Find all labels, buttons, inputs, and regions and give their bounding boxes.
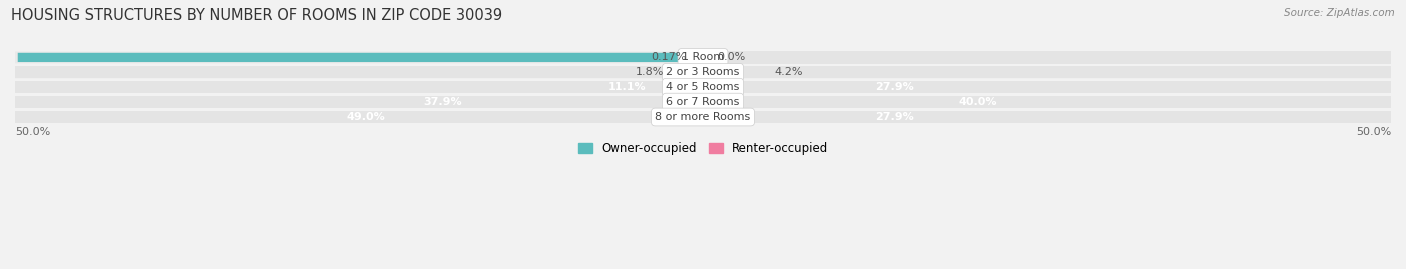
Text: 49.0%: 49.0%: [346, 112, 385, 122]
FancyBboxPatch shape: [153, 97, 1388, 107]
Polygon shape: [15, 96, 703, 108]
Legend: Owner-occupied, Renter-occupied: Owner-occupied, Renter-occupied: [572, 137, 834, 160]
FancyBboxPatch shape: [18, 83, 1388, 92]
Polygon shape: [15, 108, 1391, 111]
Text: 37.9%: 37.9%: [423, 97, 461, 107]
Polygon shape: [15, 111, 703, 123]
FancyBboxPatch shape: [18, 53, 1388, 62]
Text: 6 or 7 Rooms: 6 or 7 Rooms: [666, 97, 740, 107]
Polygon shape: [15, 81, 703, 93]
FancyBboxPatch shape: [18, 53, 706, 62]
Polygon shape: [15, 64, 1391, 66]
Text: 1.8%: 1.8%: [636, 67, 665, 77]
Polygon shape: [703, 81, 1391, 93]
Polygon shape: [703, 111, 1391, 123]
FancyBboxPatch shape: [18, 68, 728, 77]
FancyBboxPatch shape: [15, 66, 1391, 78]
Text: 27.9%: 27.9%: [876, 82, 914, 92]
Text: 8 or more Rooms: 8 or more Rooms: [655, 112, 751, 122]
FancyBboxPatch shape: [645, 68, 1388, 77]
FancyBboxPatch shape: [319, 83, 1388, 92]
Text: 2 or 3 Rooms: 2 or 3 Rooms: [666, 67, 740, 77]
FancyBboxPatch shape: [18, 112, 1388, 122]
Text: 4.2%: 4.2%: [775, 67, 803, 77]
Polygon shape: [703, 66, 1391, 79]
Polygon shape: [15, 79, 1391, 81]
Text: 0.0%: 0.0%: [717, 52, 745, 62]
Polygon shape: [15, 93, 1391, 96]
Text: 0.17%: 0.17%: [651, 52, 688, 62]
FancyBboxPatch shape: [18, 68, 1388, 77]
FancyBboxPatch shape: [18, 97, 1225, 107]
Polygon shape: [703, 51, 1391, 63]
Polygon shape: [15, 49, 1391, 51]
Text: 11.1%: 11.1%: [607, 82, 645, 92]
Text: 50.0%: 50.0%: [1355, 127, 1391, 137]
FancyBboxPatch shape: [18, 97, 1388, 107]
Text: 4 or 5 Rooms: 4 or 5 Rooms: [666, 82, 740, 92]
Text: 1 Room: 1 Room: [682, 52, 724, 62]
Text: 27.9%: 27.9%: [876, 112, 914, 122]
FancyBboxPatch shape: [18, 112, 1378, 122]
Polygon shape: [703, 96, 1391, 108]
FancyBboxPatch shape: [15, 81, 1391, 93]
Polygon shape: [15, 66, 703, 79]
Text: 40.0%: 40.0%: [959, 97, 997, 107]
Text: Source: ZipAtlas.com: Source: ZipAtlas.com: [1284, 8, 1395, 18]
FancyBboxPatch shape: [18, 83, 856, 92]
FancyBboxPatch shape: [15, 51, 1391, 63]
Text: HOUSING STRUCTURES BY NUMBER OF ROOMS IN ZIP CODE 30039: HOUSING STRUCTURES BY NUMBER OF ROOMS IN…: [11, 8, 502, 23]
Text: 50.0%: 50.0%: [15, 127, 51, 137]
FancyBboxPatch shape: [15, 96, 1391, 108]
FancyBboxPatch shape: [15, 111, 1391, 123]
FancyBboxPatch shape: [319, 112, 1388, 122]
